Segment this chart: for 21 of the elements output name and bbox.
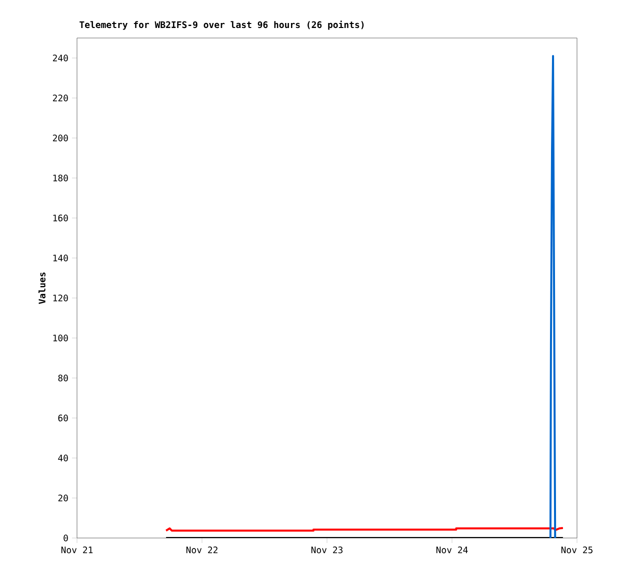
line-series	[549, 55, 556, 538]
y-tick-label: 120	[53, 294, 68, 302]
y-tick-label: 180	[53, 174, 68, 182]
y-tick-label: 240	[52, 54, 68, 62]
y-tick-label: 200	[52, 134, 68, 142]
y-tick-label: 0	[64, 534, 68, 542]
y-tick-label: 20	[58, 494, 68, 502]
y-tick-label: 100	[53, 334, 68, 342]
y-tick-label: 160	[53, 214, 68, 222]
x-tick-label: Nov 21	[61, 546, 93, 554]
y-tick-label: 140	[53, 254, 68, 262]
x-tick-label: Nov 22	[186, 546, 218, 554]
y-axis-title: Values	[38, 272, 46, 304]
x-tick-label: Nov 23	[311, 546, 343, 554]
y-tick-label: 80	[58, 374, 68, 382]
x-tick-label: Nov 25	[561, 546, 592, 554]
y-tick-label: 220	[52, 94, 68, 102]
x-tick-label: Nov 24	[436, 546, 468, 554]
y-tick-label: 60	[58, 414, 68, 422]
chart-title: Telemetry for WB2IFS-9 over last 96 hours (26 points)	[80, 20, 364, 30]
y-tick-label: 40	[58, 454, 68, 462]
